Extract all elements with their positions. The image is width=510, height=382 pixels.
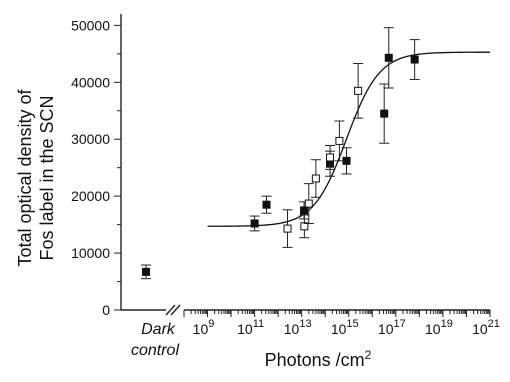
filled-square-marker (384, 53, 393, 62)
open-square-marker (326, 153, 335, 162)
x-axis-title: Photons /cm2 (265, 348, 372, 370)
fit-curve (207, 51, 490, 227)
y-tick-label: 0 (102, 302, 110, 318)
filled-square-marker (262, 200, 271, 209)
open-square-marker (311, 174, 320, 183)
x-tick-label: 1017 (378, 318, 406, 337)
data-points (141, 27, 420, 280)
filled-square-marker (410, 55, 419, 64)
filled-square-marker (250, 219, 259, 228)
x-tick-label: 1011 (237, 318, 264, 337)
filled-square-marker (142, 267, 150, 276)
filled-square-marker (300, 206, 309, 215)
x-tick-label: 1021 (472, 318, 500, 337)
y-tick-label: 30000 (71, 131, 110, 147)
x-tick-label: 1015 (331, 318, 359, 337)
x-axis-title-sup: 2 (365, 348, 372, 362)
y-tick-label: 10000 (71, 245, 110, 261)
dark-control-label-line2: control (131, 342, 179, 359)
x-tick-labels: 109 1011 1013 1015 1017 1019 1021 (193, 318, 500, 337)
y-tick-label: 50000 (71, 17, 110, 33)
y-ticks: 0 10000 20000 30000 40000 50000 (71, 17, 121, 318)
filled-square-marker (380, 109, 389, 118)
y-axis-title: Total optical density of Fos label in th… (15, 88, 57, 266)
dark-control-label-line1: Dark (141, 321, 176, 338)
x-axis (121, 304, 490, 316)
x-tick-label: 1019 (425, 318, 453, 337)
x-tick-label: 1013 (284, 318, 312, 337)
x-tick-label: 109 (193, 318, 215, 337)
y-axis-title-line2: Fos label in the SCN (37, 95, 57, 260)
open-square-marker (335, 136, 344, 145)
open-square-marker (300, 222, 309, 231)
x-axis-title-main: Photons /cm (265, 350, 365, 370)
axis-break-mark-2 (170, 304, 181, 316)
x-minor-ticks (183, 310, 491, 317)
y-tick-label: 20000 (71, 188, 110, 204)
open-square-marker (304, 199, 313, 208)
y-axis-title-line1: Total optical density of (15, 88, 35, 266)
y-tick-label: 40000 (71, 74, 110, 90)
open-square-marker (354, 86, 363, 95)
open-square-marker (283, 224, 292, 233)
axis-break-mark-1 (165, 304, 176, 316)
